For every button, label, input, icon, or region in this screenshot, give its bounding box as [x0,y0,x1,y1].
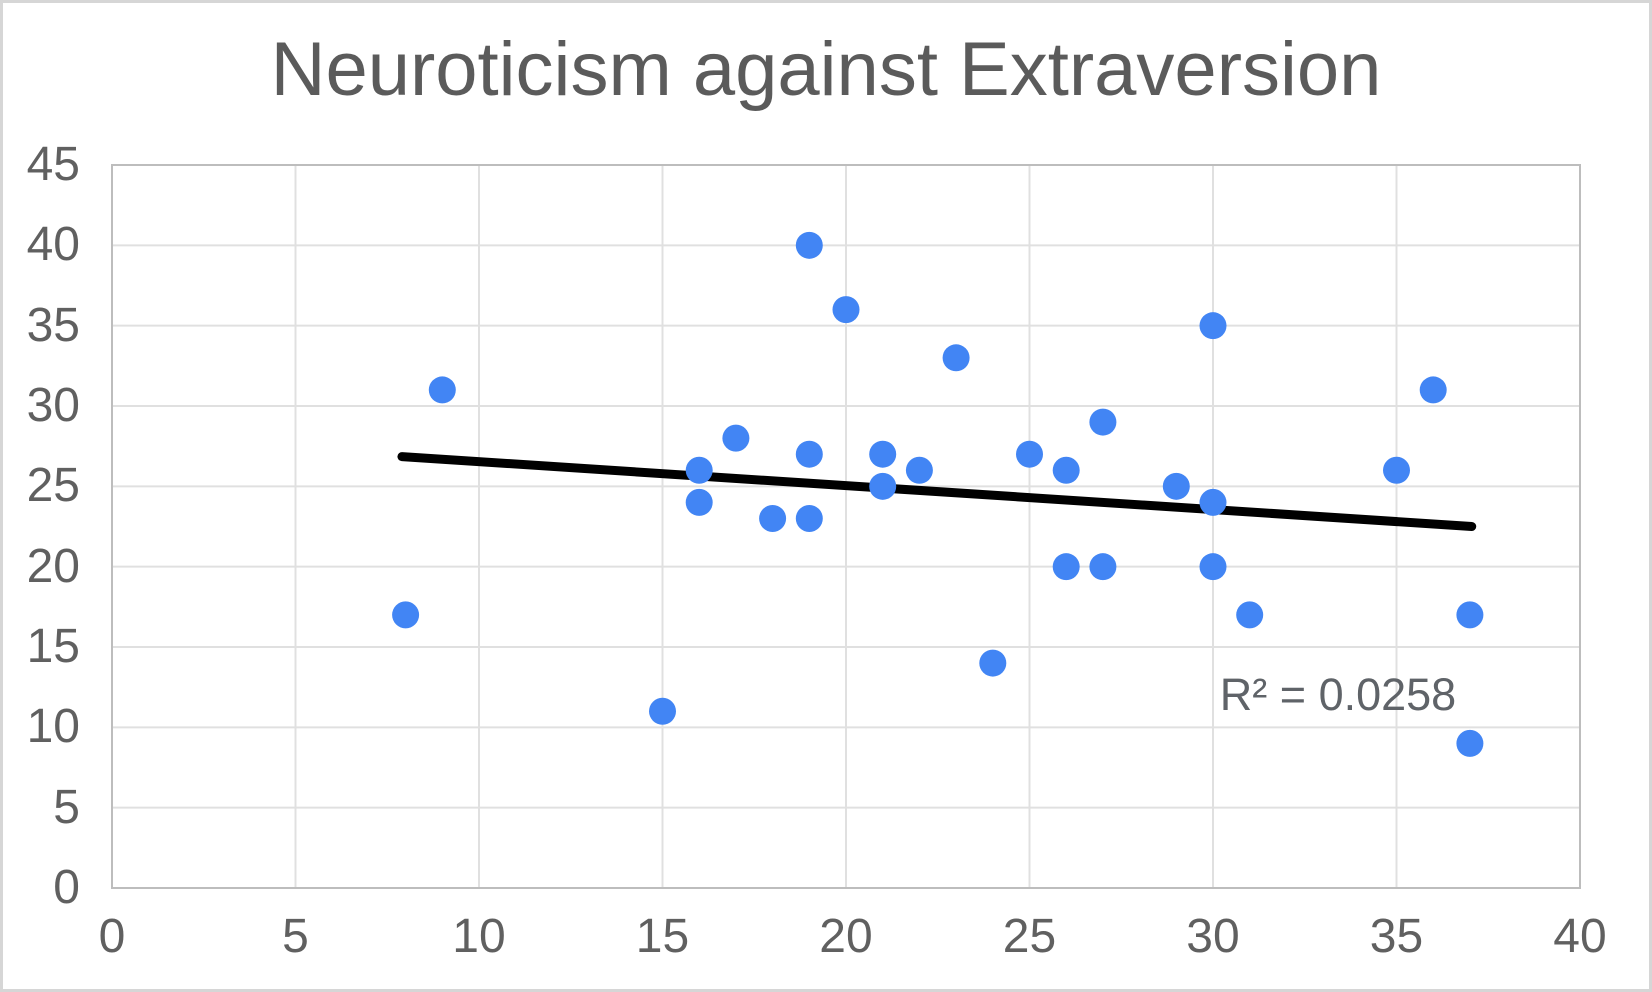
data-point[interactable] [1089,553,1117,581]
data-point[interactable] [1016,440,1043,468]
x-tick-label: 35 [1369,910,1424,963]
data-point[interactable] [1162,472,1190,500]
data-point[interactable] [428,376,456,404]
r-squared-annotation: R² = 0.0258 [1219,669,1457,720]
x-tick-label: 25 [1002,910,1057,963]
x-tick-label: 30 [1186,910,1240,963]
data-point[interactable] [1052,553,1080,581]
data-point[interactable] [1199,488,1227,516]
data-point[interactable] [1089,408,1117,436]
data-point[interactable] [869,472,897,500]
data-point[interactable] [1199,312,1227,340]
data-point[interactable] [869,440,897,468]
y-tick-label: 0 [53,861,80,914]
data-point[interactable] [942,344,970,372]
data-point[interactable] [759,504,787,532]
data-point[interactable] [795,440,823,468]
data-point[interactable] [905,456,933,484]
y-tick-label: 20 [26,539,80,593]
y-tick-label: 45 [26,138,80,191]
data-point[interactable] [979,649,1007,677]
plot-border [111,164,1581,889]
y-tick-label: 30 [26,379,80,432]
data-point[interactable] [1419,376,1447,404]
chart-title: Neuroticism against Extraversion [270,27,1382,112]
x-tick-label: 15 [635,910,690,963]
data-point[interactable] [685,488,713,516]
data-point[interactable] [1236,601,1264,629]
data-point[interactable] [1199,553,1227,581]
data-point[interactable] [1456,601,1484,629]
data-point[interactable] [649,697,676,725]
x-tick-label: 5 [282,910,309,963]
data-point[interactable] [795,504,823,532]
data-point[interactable] [1383,456,1410,484]
data-point[interactable] [685,456,713,484]
x-tick-label: 40 [1553,910,1607,963]
trendline [397,452,1477,531]
x-tick-label: 10 [452,910,506,963]
y-tick-label: 5 [53,780,80,834]
x-tick-label: 0 [98,910,126,963]
y-tick-label: 40 [26,218,80,272]
x-tick-label: 20 [819,910,873,963]
data-point[interactable] [1052,456,1080,484]
data-point[interactable] [392,601,420,629]
data-point[interactable] [795,231,823,259]
y-tick-label: 10 [26,700,80,754]
data-point[interactable] [832,296,860,324]
y-tick-label: 15 [26,620,80,673]
data-point[interactable] [722,424,750,452]
y-tick-label: 35 [26,298,80,352]
y-tick-label: 25 [26,459,80,513]
data-point[interactable] [1456,729,1484,757]
